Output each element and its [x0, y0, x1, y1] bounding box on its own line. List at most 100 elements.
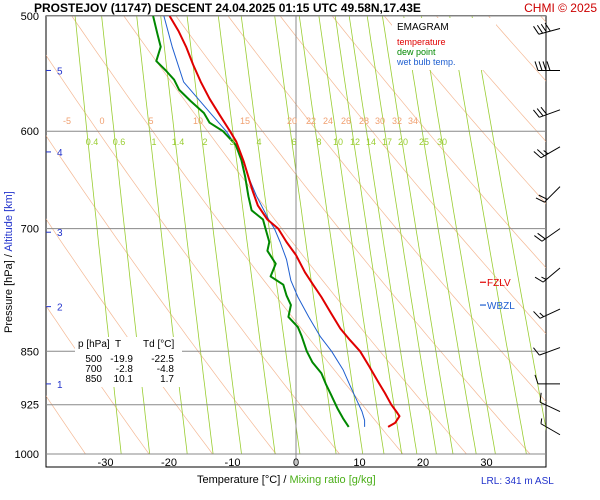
chart-title: PROSTEJOV (11747) DESCENT 24.04.2025 01:… [34, 1, 421, 15]
adiabat-label: 15 [240, 116, 250, 126]
mixing-ratio-label: 12 [350, 137, 360, 147]
profiles [152, 16, 401, 428]
wind-barb [534, 374, 560, 385]
wind-barb-flag [535, 197, 545, 203]
dry-adiabat [46, 135, 277, 455]
mixing-ratio-label: 8 [316, 137, 321, 147]
mixing-ratio-line [318, 16, 385, 455]
wind-barb-flag [534, 276, 544, 283]
wind-barb-flag [533, 347, 540, 356]
wind-barb-flag [536, 24, 544, 34]
lrl-label: LRL: 341 m ASL [481, 476, 554, 487]
wind-barb-flag [539, 392, 542, 403]
legend-dew-point: dew point [397, 47, 436, 57]
dry-adiabat [123, 16, 467, 455]
wind-barb-flag [542, 61, 547, 71]
temperature-tick-label: -10 [225, 457, 241, 469]
pressure-tick-label: 600 [21, 126, 39, 138]
mixing-ratio-line [101, 16, 151, 455]
wind-barb-flag [540, 23, 547, 33]
mixing-ratio-label: 17 [382, 137, 392, 147]
wind-barb [533, 347, 561, 356]
wind-barb-flag [540, 106, 548, 115]
temperature-tick-label: 20 [417, 457, 429, 469]
wind-barb-flag [536, 149, 545, 157]
wind-barb-flag [536, 108, 544, 117]
wind-barb-flag [540, 418, 543, 424]
adiabat-label: -5 [63, 116, 71, 126]
adiabat-label: 22 [306, 116, 316, 126]
wind-barb-flag [533, 311, 541, 319]
mixing-ratio-label: 1.4 [172, 137, 185, 147]
adiabat-label: 28 [359, 116, 369, 126]
dry-adiabat [593, 16, 600, 454]
table-header: p [hPa] [78, 339, 110, 350]
wind-barb [540, 418, 561, 436]
adiabat-label: 34 [408, 116, 418, 126]
wind-barb-staff [539, 401, 561, 412]
adiabat-label: 10 [193, 116, 203, 126]
wind-barb-flag [534, 61, 539, 71]
wind-barb-flag [538, 61, 543, 71]
wind-barb-staff [544, 186, 561, 203]
mixing-ratio-label: 0.6 [113, 137, 126, 147]
wind-barb [533, 106, 561, 118]
table-cell: 700 [85, 364, 102, 375]
legend-wet-bulb: wet bulb temp. [396, 57, 456, 67]
wind-barb-flag [546, 61, 551, 71]
wind-barbs [533, 22, 561, 436]
altitude-tick-label: 1 [57, 380, 63, 391]
mixing-ratio-line [449, 16, 527, 455]
table-cell: 850 [85, 374, 102, 385]
pressure-tick-label: 850 [21, 346, 39, 358]
legend-box [392, 18, 496, 70]
mixing-ratio-line [136, 16, 188, 455]
wind-barb-staff [539, 347, 561, 356]
wind-barb-flag [543, 150, 549, 155]
adiabat-label: 0 [99, 116, 104, 126]
level-label: WBZL [487, 301, 515, 312]
mixing-ratio-label: 6 [291, 137, 296, 147]
mixing-ratio-line [240, 16, 301, 455]
table-cell: 500 [85, 354, 102, 365]
temperature-tick-label: -30 [98, 457, 114, 469]
wind-barb [534, 267, 561, 283]
level-label: FZLV [487, 278, 511, 289]
wind-barb-flag [544, 22, 551, 32]
wind-barb-flag [539, 312, 545, 318]
dry-adiabat [227, 16, 546, 403]
mixing-ratio-label: 14 [366, 137, 376, 147]
legend-title: EMAGRAM [397, 22, 449, 33]
pressure-tick-label: 500 [21, 11, 39, 23]
temperature-tick-label: 10 [353, 457, 365, 469]
temperature-curve [168, 16, 401, 428]
wind-barb [535, 186, 561, 203]
wind-barb-flag [538, 194, 548, 200]
credit-label: CHMI © 2025 [524, 1, 597, 15]
adiabat-label: 32 [392, 116, 402, 126]
wind-barb-flag [533, 26, 540, 35]
dry-adiabat [175, 16, 531, 455]
dry-adiabat [46, 218, 213, 455]
table-cell: -22.5 [151, 354, 174, 365]
pressure-tick-label: 700 [21, 224, 39, 236]
wet-bulb-curve [163, 16, 366, 427]
mixing-ratio-label: 0.4 [86, 137, 99, 147]
dry-adiabat [46, 305, 150, 455]
wind-barb-flag [533, 151, 542, 159]
y-axis-label-pressure: Pressure [hPa] / [3, 252, 15, 333]
table-cell: -2.8 [116, 364, 134, 375]
mixing-ratio-line [421, 16, 496, 455]
x-axis-label-temperature: Temperature [°C] / [197, 474, 289, 486]
grid [46, 16, 600, 467]
wind-barb-flag [537, 232, 546, 240]
dry-adiabat [279, 16, 546, 335]
adiabat-label: 20 [287, 116, 297, 126]
dry-adiabat [540, 16, 546, 23]
legend-temperature: temperature [397, 37, 446, 47]
wind-barb [533, 308, 561, 319]
altitude-tick-label: 4 [57, 148, 63, 159]
mixing-ratio-line [217, 16, 276, 455]
